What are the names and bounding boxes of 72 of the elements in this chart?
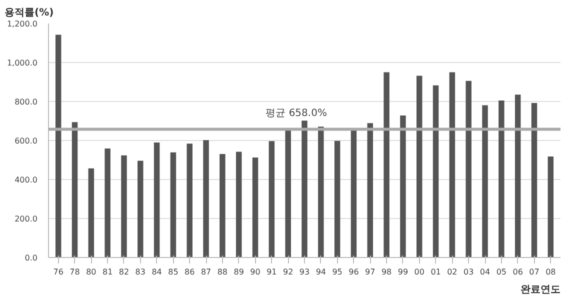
- y-axis-title: 용적률(%): [4, 8, 54, 18]
- x-tick-label: 85: [168, 268, 178, 276]
- bar: [449, 72, 456, 258]
- bar: [186, 144, 192, 258]
- ref-line-label: 평균 658.0%: [266, 108, 327, 120]
- x-tick-label: 90: [250, 268, 260, 276]
- bar: [104, 148, 110, 258]
- bar: [384, 72, 390, 258]
- bar: [88, 168, 94, 258]
- bar: [367, 123, 374, 258]
- bar: [170, 152, 176, 258]
- bar: [432, 85, 439, 258]
- bar: [416, 76, 422, 258]
- bar: [121, 155, 127, 258]
- bar: [514, 94, 521, 258]
- y-tick-label: 200.0: [14, 214, 38, 224]
- x-tick-label: 06: [512, 268, 523, 276]
- x-tick-label: 89: [234, 268, 244, 276]
- x-tick-label: 01: [430, 268, 441, 276]
- x-axis-title: 완료연도: [520, 284, 560, 296]
- y-tick-label: 1,000.0: [6, 58, 38, 68]
- x-tick-label: 82: [118, 268, 130, 276]
- x-tick-label: 84: [152, 268, 162, 276]
- bar: [498, 100, 504, 258]
- y-tick-label: 600.0: [14, 136, 38, 146]
- x-tick-label: 07: [529, 268, 540, 276]
- bar: [268, 141, 275, 258]
- bar: [55, 34, 62, 258]
- x-tick-label: 88: [217, 268, 228, 276]
- x-tick-label: 81: [102, 268, 113, 276]
- x-tick-label: 04: [480, 268, 490, 276]
- bar: [334, 140, 340, 258]
- x-tick-label: 87: [200, 268, 212, 276]
- y-tick-label: 0.0: [24, 254, 38, 262]
- bar: [350, 130, 357, 258]
- bar: [482, 105, 488, 258]
- y-tick-label: 1,200.0: [6, 20, 38, 28]
- x-tick-label: 78: [70, 268, 80, 276]
- bar: [466, 80, 472, 258]
- y-tick-label: 800.0: [14, 98, 38, 106]
- x-tick-label: 05: [496, 268, 507, 276]
- x-tick-label: 91: [266, 268, 277, 276]
- bar: [72, 122, 78, 258]
- x-tick-label: 76: [53, 268, 64, 276]
- x-tick-label: 80: [86, 268, 96, 276]
- x-tick-label: 95: [332, 268, 342, 276]
- x-tick-label: 94: [316, 268, 326, 276]
- x-tick-label: 03: [464, 268, 474, 276]
- bar: [302, 120, 308, 258]
- bar: [531, 103, 538, 258]
- x-tick-label: 02: [447, 268, 458, 276]
- bar: [318, 126, 324, 258]
- x-tick-label: 99: [398, 268, 408, 276]
- x-tick-label: 00: [414, 268, 424, 276]
- x-tick-label: 86: [184, 268, 195, 276]
- x-tick-label: 08: [546, 268, 556, 276]
- x-tick-label: 96: [348, 268, 359, 276]
- bar: [252, 157, 258, 258]
- x-tick-label: 92: [283, 268, 294, 276]
- y-tick-label: 400.0: [14, 176, 38, 184]
- bar: [138, 160, 144, 258]
- bar: [548, 156, 554, 258]
- x-tick-label: 83: [135, 268, 146, 276]
- bar: [285, 130, 291, 258]
- x-tick-label: 93: [299, 268, 310, 276]
- x-tick-label: 97: [365, 268, 376, 276]
- bar: [203, 140, 209, 258]
- bar: [400, 116, 406, 258]
- bar: [220, 154, 226, 258]
- x-tick-label: 98: [381, 268, 392, 276]
- bar: [236, 152, 242, 258]
- bar: [154, 142, 160, 258]
